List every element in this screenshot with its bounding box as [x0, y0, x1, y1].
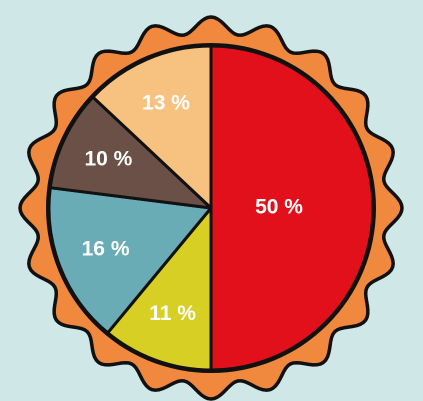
- slice-label: 13 %: [142, 91, 190, 114]
- slice-label: 11 %: [149, 302, 196, 325]
- pie-slice: [106, 206, 213, 372]
- pie: [47, 44, 375, 372]
- labels: 50 % 11 % 16 % 10 % 13 %: [82, 91, 304, 325]
- pie-slice: [47, 186, 213, 335]
- pie-slice: [209, 44, 375, 372]
- slice-label: 16 %: [82, 237, 130, 260]
- slice-label: 50 %: [255, 196, 303, 219]
- pie-slice: [48, 95, 213, 210]
- pie-slice: [91, 44, 213, 210]
- slice-label: 10 %: [84, 147, 132, 170]
